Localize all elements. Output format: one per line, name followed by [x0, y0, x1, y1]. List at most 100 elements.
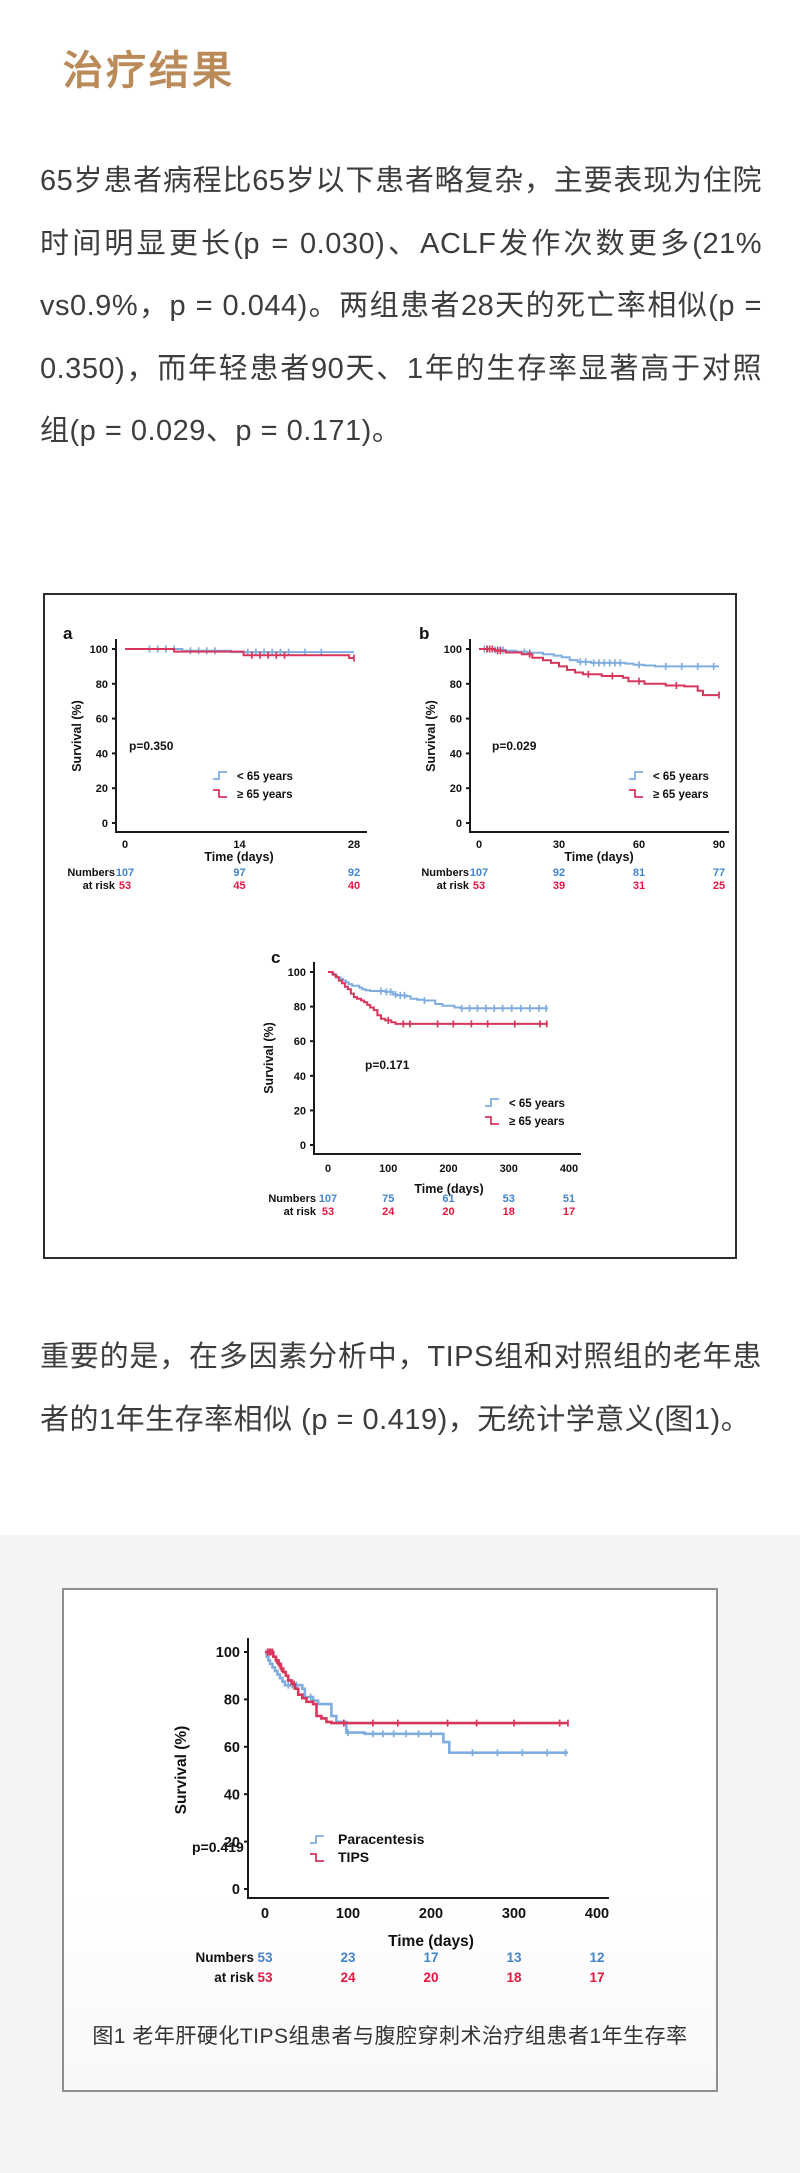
- c-nar-value: 107: [319, 1193, 337, 1205]
- b-nar-value: 25: [713, 880, 725, 892]
- a-x-tick-label: 28: [348, 839, 360, 851]
- b-nar-label: at risk: [437, 880, 470, 892]
- b-x-tick-label: 60: [633, 839, 645, 851]
- b-nar-value: 92: [553, 867, 565, 879]
- section-title: 治疗结果: [63, 48, 235, 93]
- c-curve-curve_red: [328, 971, 548, 1025]
- a-nar-value: 45: [233, 880, 245, 892]
- c-nar-label: Numbers: [268, 1193, 316, 1205]
- fig2-curve-curve_blue: [265, 1650, 568, 1754]
- b-curve-curve_blue: [479, 648, 719, 668]
- b-y-tick-label: 0: [456, 818, 462, 830]
- a-ylabel: Survival (%): [70, 700, 84, 772]
- a-legend-label: ≥ 65 years: [237, 789, 293, 801]
- a-panel-letter: a: [63, 624, 73, 643]
- c-nar-value: 75: [382, 1193, 394, 1205]
- a-y-tick-label: 80: [96, 679, 108, 691]
- a-nar-value: 40: [348, 880, 360, 892]
- a-x-tick-label: 0: [122, 839, 128, 851]
- b-y-tick-label: 100: [444, 644, 462, 656]
- fig2-y-tick-label: 20: [224, 1835, 240, 1851]
- fig2-nar-value: 17: [423, 1950, 438, 1965]
- a-y-tick-label: 60: [96, 714, 108, 726]
- paragraph-multivariate: 重要的是，在多因素分析中，TIPS组和对照组的老年患者的1年生存率相似 (p =…: [40, 1341, 762, 1436]
- b-pvalue-label: p=0.029: [492, 739, 537, 753]
- a-nar-label: Numbers: [67, 867, 115, 879]
- c-legend-label: ≥ 65 years: [509, 1116, 565, 1128]
- figure-caption: 图1 老年肝硬化TIPS组患者与腹腔穿刺术治疗组患者1年生存率: [92, 2025, 688, 2048]
- a-x-tick-label: 14: [233, 839, 246, 851]
- a-y-tick-label: 100: [90, 644, 108, 656]
- fig2-legend-label: Paracentesis: [338, 1831, 425, 1847]
- fig2-nar-value: 23: [340, 1950, 356, 1965]
- b-ylabel: Survival (%): [424, 700, 438, 772]
- fig2-curve-curve_red: [265, 1650, 568, 1725]
- b-x-tick-label: 0: [476, 839, 482, 851]
- c-panel-letter: c: [271, 948, 280, 967]
- c-legend-symbol: [485, 1098, 499, 1107]
- a-legend-symbol: [213, 789, 227, 798]
- b-nar-value: 77: [713, 867, 725, 879]
- a-nar-label: at risk: [83, 880, 116, 892]
- fig2-nar-value: 17: [589, 1970, 604, 1985]
- fig2-legend-symbol: [310, 1853, 324, 1862]
- km-panels-abc-chart: 0 20 40 60 80 100 0 14 28 a Survival (%) Time (days…: [63, 624, 729, 1218]
- fig2-nar-value: 24: [340, 1970, 356, 1985]
- c-curve-curve_blue: [328, 971, 548, 1010]
- c-legend-label: < 65 years: [509, 1098, 565, 1110]
- c-nar-value: 20: [442, 1206, 454, 1218]
- fig2-nar-value: 53: [257, 1970, 273, 1985]
- fig2-x-tick-label: 300: [502, 1906, 526, 1922]
- b-legend-symbol: [629, 771, 643, 780]
- fig2-pvalue-label: p=0.419: [192, 1839, 244, 1855]
- b-legend-label: ≥ 65 years: [653, 789, 709, 801]
- c-legend-symbol: [485, 1116, 499, 1125]
- a-nar-value: 92: [348, 867, 360, 879]
- b-y-tick-label: 40: [450, 748, 462, 760]
- b-nar-value: 39: [553, 880, 565, 892]
- c-nar-value: 51: [563, 1193, 575, 1205]
- b-legend-label: < 65 years: [653, 771, 709, 783]
- a-nar-value: 97: [233, 867, 245, 879]
- a-legend-label: < 65 years: [237, 771, 293, 783]
- a-y-tick-label: 40: [96, 748, 108, 760]
- paragraph-outcomes: 65岁患者病程比65岁以下患者略复杂，主要表现为住院时间明显更长(p = 0.0…: [40, 165, 762, 447]
- b-nar-value: 81: [633, 867, 645, 879]
- c-y-tick-label: 60: [294, 1036, 306, 1048]
- c-nar-value: 24: [382, 1206, 395, 1218]
- a-nar-value: 53: [119, 880, 131, 892]
- c-x-tick-label: 200: [439, 1163, 457, 1175]
- fig2-nar-value: 12: [589, 1950, 604, 1965]
- c-x-tick-label: 300: [500, 1163, 518, 1175]
- fig2-nar-value: 18: [506, 1970, 522, 1985]
- b-nar-value: 31: [633, 880, 645, 892]
- fig2-nar-label: at risk: [214, 1970, 254, 1985]
- c-y-tick-label: 80: [294, 1002, 306, 1014]
- b-y-tick-label: 20: [450, 783, 462, 795]
- a-xlabel: Time (days): [204, 850, 273, 864]
- c-y-tick-label: 40: [294, 1071, 306, 1083]
- b-panel-letter: b: [419, 624, 429, 643]
- fig2-x-tick-label: 400: [585, 1906, 609, 1922]
- fig2-y-tick-label: 60: [224, 1740, 240, 1756]
- fig2-y-tick-label: 40: [224, 1787, 240, 1803]
- fig2-nar-value: 20: [423, 1970, 438, 1985]
- c-y-tick-label: 0: [300, 1140, 306, 1152]
- fig2-legend-symbol: [310, 1835, 324, 1844]
- b-x-tick-label: 90: [713, 839, 725, 851]
- b-nar-value: 53: [473, 880, 485, 892]
- fig2-x-tick-label: 0: [261, 1906, 269, 1922]
- fig2-xlabel: Time (days): [388, 1933, 474, 1950]
- figure-1-tips-vs-paracentesis: 0 20 40 60 80 100 0 100 200 300 400 Survival (%) Tim…: [62, 1588, 718, 2092]
- c-x-tick-label: 100: [379, 1163, 397, 1175]
- fig2-x-tick-label: 200: [419, 1906, 443, 1922]
- b-xlabel: Time (days): [564, 850, 633, 864]
- a-y-tick-label: 20: [96, 783, 108, 795]
- c-nar-value: 17: [563, 1206, 575, 1218]
- b-nar-label: Numbers: [421, 867, 469, 879]
- b-y-tick-label: 80: [450, 679, 462, 691]
- fig2-nar-value: 53: [257, 1950, 273, 1965]
- fig2-nar-value: 13: [506, 1950, 522, 1965]
- figure-survival-age-panels: 0 20 40 60 80 100 0 14 28 a Survival (%) Time (days…: [43, 593, 737, 1259]
